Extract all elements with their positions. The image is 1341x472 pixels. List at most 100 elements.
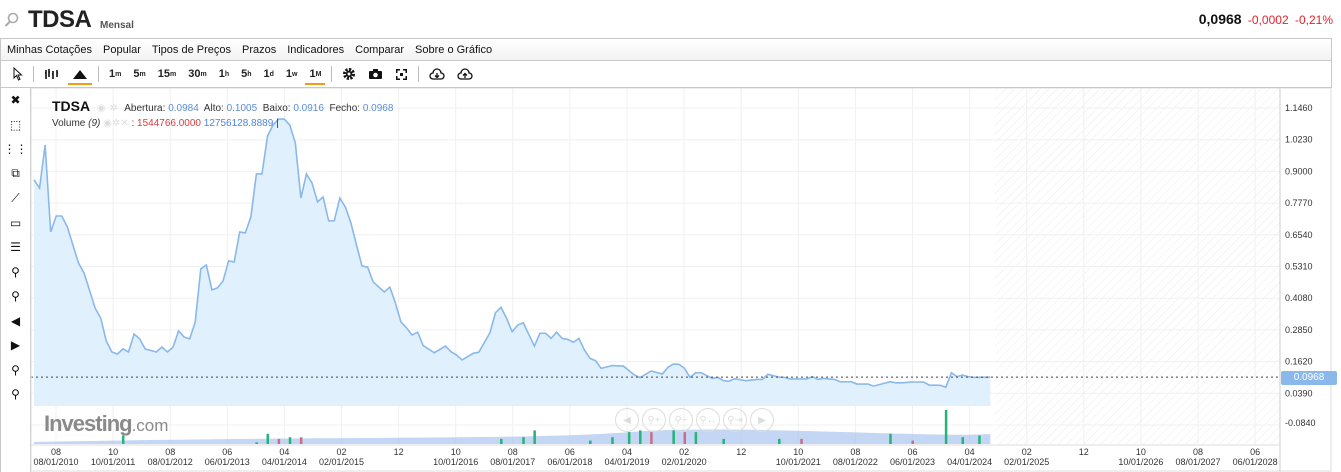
- menu-popular[interactable]: Popular: [103, 43, 141, 56]
- volume-bar: [672, 430, 675, 444]
- cloud-download-icon[interactable]: [423, 61, 451, 87]
- x-tick-month: 04: [279, 447, 289, 457]
- separator: [418, 66, 420, 82]
- menu-about-chart[interactable]: Sobre o Gráfico: [415, 43, 493, 56]
- x-tick-date: 10/01/2021: [776, 457, 821, 467]
- volume-bar: [266, 433, 270, 444]
- fibonacci-icon[interactable]: ☰: [10, 240, 21, 255]
- x-tick-month: 12: [394, 447, 404, 457]
- menu-my-quotes[interactable]: Minhas Cotações: [7, 43, 92, 56]
- bars-icon[interactable]: [38, 61, 66, 87]
- remove-indicators-icon[interactable]: ⋮⋮: [3, 142, 28, 157]
- low-label: Baixo:: [262, 103, 291, 114]
- scroll-right-icon[interactable]: ▶: [10, 338, 21, 353]
- zoom-in-icon[interactable]: ⚲: [11, 264, 20, 279]
- rectangle-icon[interactable]: ▭: [9, 215, 22, 230]
- x-tick-month: 06: [222, 447, 232, 457]
- y-tick-label: -0.0840: [1285, 418, 1316, 428]
- close-value: 0.0968: [362, 103, 394, 114]
- volume-bar: [694, 432, 698, 444]
- quote-summary: 0,0968 -0,0002 -0,21%: [1199, 11, 1333, 27]
- period-30m[interactable]: 30 m: [188, 68, 207, 80]
- x-tick-month: 12: [1079, 447, 1089, 457]
- x-tick-date: 04/01/2024: [947, 457, 992, 467]
- volume-bar: [683, 432, 687, 444]
- volume-bar: [889, 433, 892, 444]
- volume-bar: [255, 442, 258, 444]
- x-tick-month: 04: [965, 447, 975, 457]
- separator: [33, 66, 34, 82]
- low-value: 0.0916: [293, 103, 324, 114]
- cursor-icon[interactable]: [7, 61, 29, 87]
- close-icon[interactable]: ✕: [120, 118, 129, 129]
- zoom-in-x-icon[interactable]: ⚲↔: [696, 408, 720, 432]
- price-change: -0,0002: [1247, 13, 1289, 27]
- zoom-out-icon[interactable]: ⚲−: [669, 408, 693, 432]
- search-icon[interactable]: [4, 12, 20, 28]
- volume-bar: [627, 432, 631, 444]
- gear-icon[interactable]: ✲: [111, 118, 121, 129]
- high-label: Alto:: [203, 103, 224, 114]
- gear-icon[interactable]: [336, 61, 362, 87]
- x-tick-month: 08: [850, 447, 860, 457]
- gear-icon[interactable]: ✲: [109, 103, 119, 114]
- chart-toolbar: 1 m 5 m 15 m 30 m 1 h 5 h 1 d 1 w 1 M: [0, 61, 1332, 88]
- volume-value: 1544766.0000: [137, 118, 201, 129]
- close-icon[interactable]: ✖: [10, 93, 21, 108]
- area-chart-icon[interactable]: [66, 61, 94, 87]
- x-tick-month: 08: [165, 447, 175, 457]
- period-15m[interactable]: 15 m: [157, 68, 177, 80]
- scroll-left-icon[interactable]: ◀: [10, 313, 21, 328]
- scroll-right-icon[interactable]: ▶: [750, 408, 774, 432]
- x-tick-date: 06/01/2028: [1233, 457, 1278, 467]
- volume-bar: [978, 435, 981, 444]
- y-tick-label: 0.4080: [1285, 293, 1313, 303]
- x-tick-date: 02/01/2015: [319, 457, 364, 467]
- menu-indicators[interactable]: Indicadores: [287, 43, 345, 56]
- volume-bar: [944, 410, 948, 444]
- zoom-out-icon[interactable]: ⚲: [11, 289, 20, 304]
- x-tick-date: 02/01/2020: [662, 457, 707, 467]
- x-tick-month: 06: [907, 447, 917, 457]
- zoom-in-icon[interactable]: ⚲+: [642, 408, 666, 432]
- price-change-pct: -0,21%: [1294, 13, 1333, 27]
- x-tick-date: 08/01/2012: [148, 457, 193, 467]
- zoom-out-x-icon[interactable]: ⚲⇥: [723, 408, 747, 432]
- x-tick-date: 04/01/2014: [262, 457, 307, 467]
- delete-drawing-icon[interactable]: ⬚: [9, 117, 22, 132]
- zoom-out-x-icon[interactable]: ⚲: [11, 387, 20, 402]
- scroll-left-icon[interactable]: ◀: [615, 408, 639, 432]
- x-tick-month: 04: [622, 447, 632, 457]
- zoom-in-x-icon[interactable]: ⚲: [11, 362, 20, 377]
- trend-line-icon[interactable]: ⟋: [11, 190, 20, 205]
- volume-bar: [522, 437, 525, 444]
- camera-icon[interactable]: [362, 61, 389, 87]
- layers-icon[interactable]: ⧉: [11, 166, 20, 181]
- x-tick-date: 10/01/2026: [1118, 457, 1163, 467]
- eye-icon[interactable]: ◉: [96, 103, 106, 114]
- y-tick-label: 0.1620: [1285, 357, 1313, 367]
- x-tick-date: 06/01/2018: [547, 457, 592, 467]
- price-area: [34, 119, 991, 406]
- eye-icon[interactable]: ◉: [103, 118, 112, 129]
- last-price-tag: 0.0968: [1281, 371, 1337, 385]
- menu-compare[interactable]: Comparar: [355, 43, 405, 56]
- fullscreen-icon[interactable]: [389, 61, 414, 87]
- x-tick-month: 02: [679, 447, 689, 457]
- chart-menu-bar: Minhas Cotações Popular Tipos de Preços …: [0, 38, 1332, 61]
- y-tick-label: 0.2850: [1285, 325, 1313, 335]
- cloud-upload-icon[interactable]: [451, 61, 479, 87]
- x-tick-month: 08: [508, 447, 518, 457]
- chart-navigation: ◀ ⚲+ ⚲− ⚲↔ ⚲⇥ ▶: [615, 408, 774, 432]
- y-tick-label: 0.0390: [1285, 388, 1313, 398]
- menu-periods[interactable]: Prazos: [242, 43, 277, 56]
- menu-price-types[interactable]: Tipos de Preços: [151, 43, 231, 56]
- price-chart[interactable]: 1.1460 1.0230 0.9000 0.7770 0.6540 0.5310 0.40…: [31, 88, 1341, 472]
